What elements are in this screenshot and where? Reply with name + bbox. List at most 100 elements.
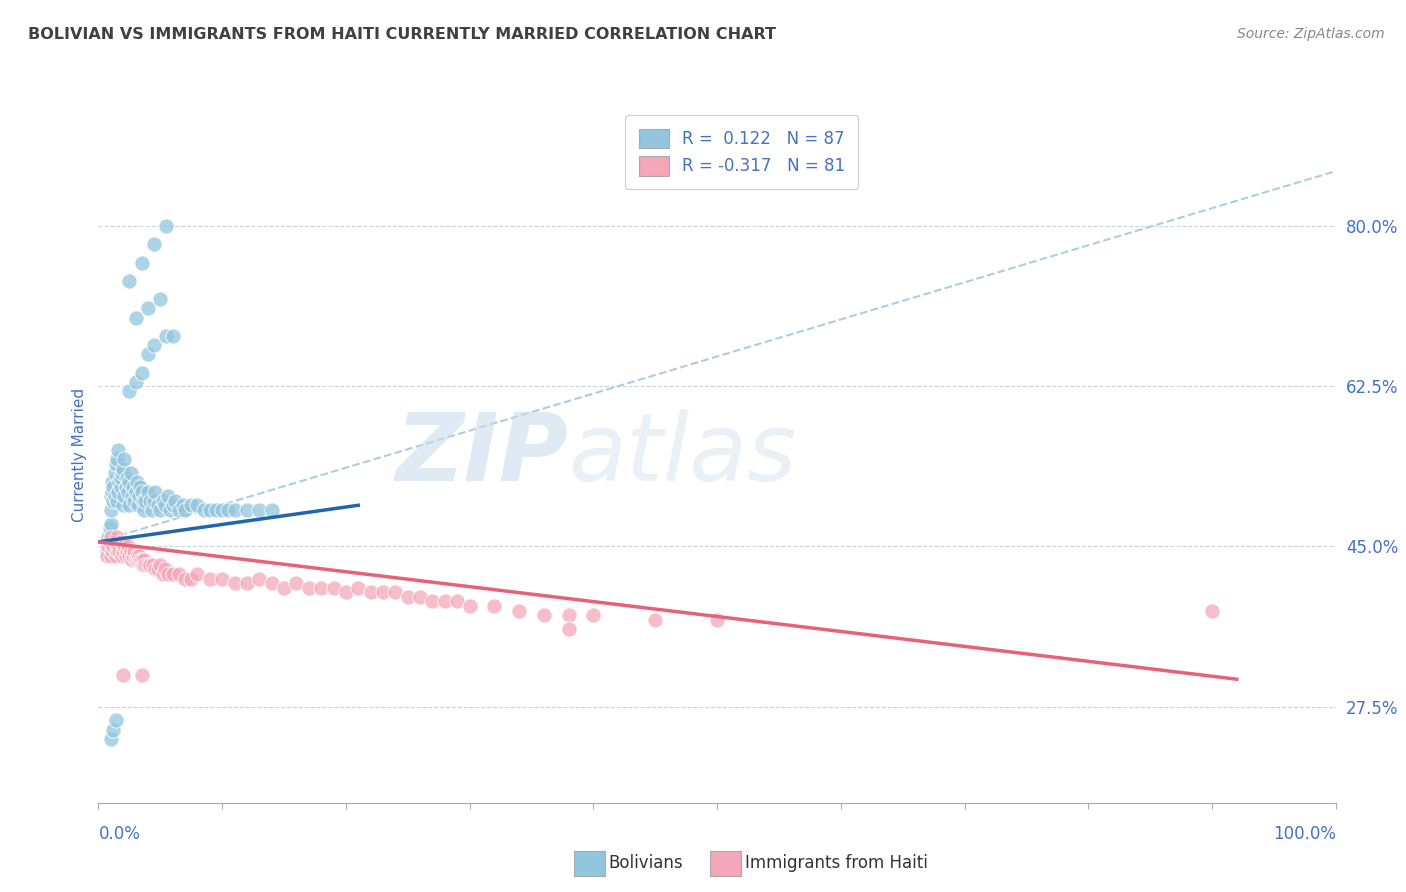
Point: [118, 475, 141, 490]
Point: [112, 452, 135, 467]
Point: [134, 493, 156, 508]
Point: [172, 498, 194, 512]
Point: [104, 457, 127, 471]
Point: [644, 613, 666, 627]
Point: [124, 310, 146, 325]
Point: [384, 585, 406, 599]
Point: [186, 566, 208, 581]
Point: [114, 549, 136, 563]
Point: [1201, 603, 1223, 617]
Point: [285, 576, 308, 591]
Point: [105, 452, 128, 467]
Point: [508, 603, 530, 617]
Point: [121, 489, 143, 503]
Point: [103, 480, 125, 494]
Point: [103, 489, 125, 503]
Point: [309, 581, 332, 595]
Point: [167, 566, 190, 581]
Point: [122, 549, 145, 563]
Point: [100, 503, 122, 517]
Legend: R =  0.122   N = 87, R = -0.317   N = 81: R = 0.122 N = 87, R = -0.317 N = 81: [626, 115, 859, 189]
Point: [224, 576, 246, 591]
Point: [347, 581, 370, 595]
Point: [118, 274, 141, 288]
Point: [118, 549, 141, 563]
Point: [211, 503, 233, 517]
Point: [131, 553, 153, 567]
Point: [155, 219, 177, 233]
Point: [396, 590, 419, 604]
Point: [162, 566, 184, 581]
Point: [124, 544, 146, 558]
Text: atlas: atlas: [568, 409, 797, 500]
Point: [97, 530, 120, 544]
Point: [118, 384, 141, 398]
Point: [198, 503, 221, 517]
Point: [136, 301, 159, 316]
Point: [156, 489, 179, 503]
Point: [110, 534, 132, 549]
Point: [136, 558, 159, 572]
Point: [101, 484, 124, 499]
Point: [112, 667, 135, 681]
Text: Immigrants from Haiti: Immigrants from Haiti: [745, 855, 928, 872]
Point: [104, 714, 127, 728]
Point: [335, 585, 357, 599]
Point: [260, 503, 283, 517]
Point: [125, 475, 148, 490]
Point: [120, 544, 142, 558]
Point: [224, 503, 246, 517]
Point: [371, 585, 394, 599]
Point: [117, 484, 139, 499]
Point: [129, 480, 152, 494]
Point: [458, 599, 481, 613]
Point: [110, 471, 132, 485]
Point: [115, 544, 138, 558]
Point: [124, 493, 146, 508]
Text: Source: ZipAtlas.com: Source: ZipAtlas.com: [1237, 27, 1385, 41]
Point: [101, 544, 124, 558]
Point: [127, 498, 149, 512]
Point: [136, 347, 159, 361]
Point: [110, 480, 132, 494]
Point: [107, 484, 129, 499]
Point: [143, 338, 166, 352]
Point: [112, 498, 135, 512]
Point: [105, 493, 128, 508]
Point: [174, 572, 197, 586]
Point: [134, 558, 156, 572]
Point: [162, 329, 184, 343]
Point: [298, 581, 321, 595]
Point: [112, 461, 135, 475]
Point: [143, 237, 166, 252]
Point: [100, 549, 122, 563]
Text: 0.0%: 0.0%: [98, 825, 141, 843]
Point: [146, 498, 169, 512]
Point: [120, 467, 142, 481]
Point: [124, 375, 146, 389]
Point: [131, 255, 153, 269]
Point: [149, 558, 172, 572]
Point: [134, 503, 156, 517]
Point: [97, 540, 120, 554]
Point: [139, 493, 162, 508]
Point: [124, 484, 146, 499]
Point: [131, 366, 153, 380]
Point: [205, 503, 228, 517]
Point: [180, 498, 202, 512]
Point: [433, 594, 456, 608]
Point: [165, 493, 187, 508]
Point: [121, 553, 143, 567]
Point: [127, 553, 149, 567]
Point: [100, 530, 122, 544]
Point: [96, 549, 118, 563]
Point: [100, 731, 122, 746]
Point: [96, 544, 118, 558]
Point: [446, 594, 468, 608]
Point: [193, 503, 215, 517]
Point: [107, 443, 129, 458]
Point: [108, 475, 131, 490]
Point: [422, 594, 444, 608]
Point: [98, 521, 121, 535]
Point: [131, 484, 153, 499]
